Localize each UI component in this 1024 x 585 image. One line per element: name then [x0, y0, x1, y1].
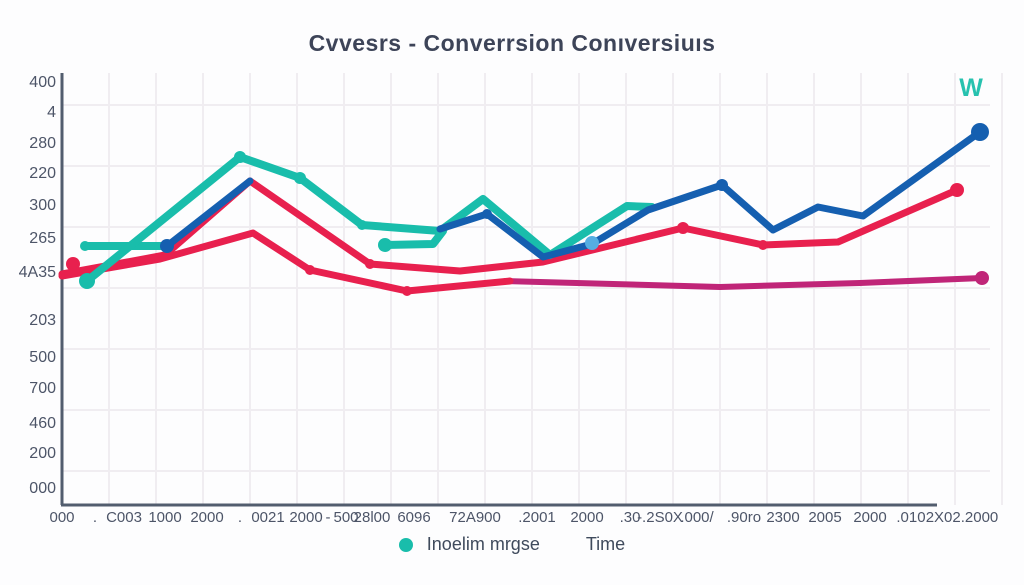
x-tick-label: -.2S0X — [637, 509, 683, 526]
x-tick-label: 2000 — [570, 509, 603, 526]
series-crimson-lower-marker — [402, 286, 412, 296]
y-tick-label: 500 — [29, 349, 56, 366]
series-crimson-upper-marker — [365, 259, 375, 269]
x-tick-label: 2X02.2000 — [926, 509, 999, 526]
series-magenta-flat-marker — [975, 271, 989, 285]
series-blue-main-marker — [482, 209, 492, 219]
legend-item-time: Time — [586, 534, 625, 555]
series-crimson-lower-marker — [66, 257, 80, 271]
x-tick-label: 2000 — [289, 509, 322, 526]
x-tick-label: 2000 — [853, 509, 886, 526]
series-blue-rise-line — [163, 177, 254, 250]
x-tick-label: 2005 — [808, 509, 841, 526]
y-tick-label: 265 — [29, 230, 56, 247]
series-crimson-upper-marker — [950, 183, 964, 197]
x-tick-label: 72A900 — [449, 509, 501, 526]
series-magenta-flat-line — [502, 275, 985, 290]
x-tick-label: .30 — [620, 509, 641, 526]
legend: Inoelim mrgse Time — [0, 534, 1024, 555]
series-teal-main-marker — [357, 220, 367, 230]
series-blue-main-marker — [971, 123, 989, 141]
x-tick-label: .000/ — [680, 509, 714, 526]
legend-series-dot-icon — [398, 537, 413, 552]
x-tick-label: 2300 — [766, 509, 799, 526]
series-teal-flat-left-marker — [80, 241, 90, 251]
x-tick-label: 28l00 — [354, 509, 391, 526]
y-tick-label: 203 — [29, 312, 56, 329]
series-blue-rise-marker — [160, 239, 174, 253]
y-tick-label: 300 — [29, 197, 56, 214]
series-teal-main-marker — [294, 172, 306, 184]
y-tick-label: 700 — [29, 380, 56, 397]
y-tick-label: 280 — [29, 135, 56, 152]
y-tick-label: 220 — [29, 165, 56, 182]
x-tick-label: 000 — [49, 509, 74, 526]
series-teal-main-marker — [234, 151, 246, 163]
x-tick-label: - — [326, 509, 331, 526]
y-tick-label: 200 — [29, 445, 56, 462]
x-tick-label: 0021 — [251, 509, 284, 526]
y-tick-label: 4A35 — [19, 264, 56, 281]
series-blue-main-line — [436, 128, 984, 261]
x-tick-label: 2000 — [190, 509, 223, 526]
x-tick-label: .90ro — [727, 509, 761, 526]
y-tick-label: 000 — [29, 480, 56, 497]
series-crimson-lower-marker — [305, 265, 315, 275]
x-tick-label: . — [93, 509, 97, 526]
legend-series-label: Inoelim mrgse — [426, 534, 540, 554]
series-blue-main-marker — [716, 179, 728, 191]
legend-time-label: Time — [585, 534, 626, 554]
watermark-logo: W — [959, 74, 983, 102]
y-tick-label: 460 — [29, 415, 56, 432]
y-tick-label: 400 — [29, 74, 56, 91]
series-teal-flat-mid-marker — [378, 238, 392, 252]
x-tick-label: . — [238, 509, 242, 526]
y-tick-label: 4 — [47, 104, 56, 121]
series-crimson-upper-marker — [758, 240, 768, 250]
series-teal-flat-mid-line — [381, 227, 447, 249]
x-tick-label: 1000 — [148, 509, 181, 526]
legend-item-series: Inoelim mrgse — [398, 534, 540, 555]
x-tick-label: 500 — [333, 509, 358, 526]
series-lightblue-point-marker — [585, 236, 599, 250]
x-tick-label: C003 — [106, 509, 142, 526]
x-tick-label: .2001 — [518, 509, 556, 526]
chart-title: Cvvesrs - Converrsion Conıversiuıs — [308, 30, 716, 56]
series-crimson-upper-marker — [677, 222, 689, 234]
x-tick-label: 6096 — [397, 509, 430, 526]
x-tick-label: .010 — [896, 509, 925, 526]
series-teal-main-marker — [79, 273, 95, 289]
